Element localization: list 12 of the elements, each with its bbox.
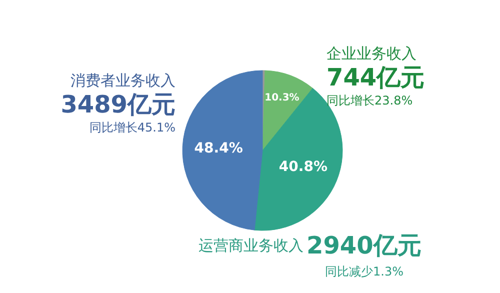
- slice-label: 运营商业务收入: [198, 236, 304, 254]
- text: 744亿元: [326, 64, 425, 92]
- text: 2940亿元: [306, 232, 422, 260]
- text: 3489亿元: [60, 90, 176, 118]
- slice-label: 消费者业务收入: [70, 72, 176, 90]
- data-label: 40.8%: [278, 159, 328, 176]
- text: 同比增长45.1%: [89, 120, 176, 134]
- data-label: 10.3%: [264, 92, 300, 104]
- slice-label: 企业业务收入: [326, 44, 416, 62]
- text: 同比增长23.8%: [326, 94, 413, 108]
- text: 同比减少1.3%: [325, 264, 404, 278]
- data-label: 48.4%: [194, 140, 243, 156]
